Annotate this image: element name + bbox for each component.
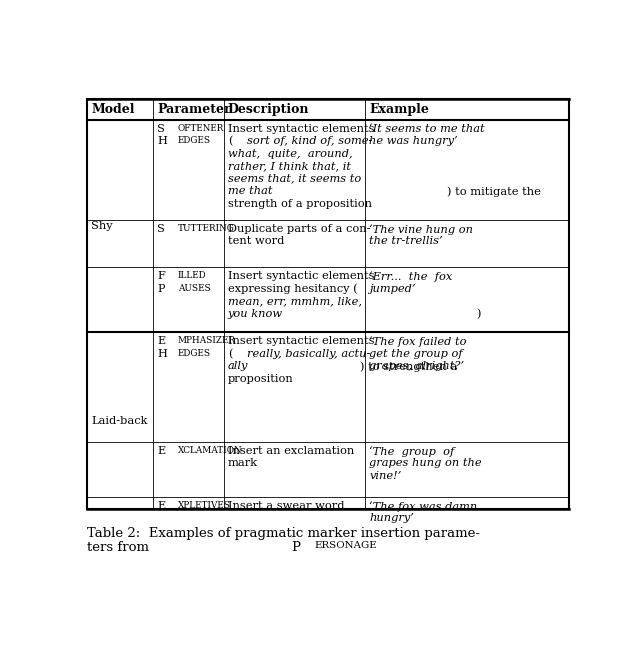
Text: Model: Model	[92, 102, 135, 116]
Text: P: P	[291, 540, 300, 553]
Text: TUTTERING: TUTTERING	[178, 224, 235, 233]
Text: ‘The fox failed to: ‘The fox failed to	[369, 336, 467, 347]
Text: Laid-back: Laid-back	[92, 416, 148, 426]
Text: Insert a swear word: Insert a swear word	[228, 501, 344, 511]
Text: Duplicate parts of a con-: Duplicate parts of a con-	[228, 224, 371, 234]
Text: S: S	[157, 124, 165, 133]
Text: Insert syntactic elements: Insert syntactic elements	[228, 336, 374, 346]
Text: sort of, kind of, some-: sort of, kind of, some-	[246, 136, 372, 146]
Text: XPLETIVES: XPLETIVES	[178, 501, 231, 510]
Text: (: (	[228, 349, 232, 359]
Text: the tr-trellis’: the tr-trellis’	[369, 237, 443, 246]
Text: vine!’: vine!’	[369, 471, 401, 481]
Text: ters from: ters from	[88, 540, 154, 553]
Text: XCLAMATION: XCLAMATION	[178, 446, 243, 455]
Text: really, basically, actu-: really, basically, actu-	[246, 349, 370, 359]
Text: jumped’: jumped’	[369, 284, 415, 294]
Text: hungry’: hungry’	[369, 513, 414, 524]
Text: E: E	[157, 501, 166, 511]
Text: me that: me that	[228, 186, 272, 196]
Text: H: H	[157, 349, 167, 359]
Text: H: H	[157, 136, 167, 146]
Text: tent word: tent word	[228, 237, 284, 246]
Text: (: (	[228, 136, 232, 146]
Text: ally: ally	[228, 361, 248, 371]
Text: Parameter: Parameter	[157, 102, 231, 116]
Text: ‘Err...  the  fox: ‘Err... the fox	[369, 272, 452, 282]
Text: proposition: proposition	[228, 374, 294, 384]
Text: strength of a proposition: strength of a proposition	[228, 198, 372, 209]
Text: Table 2:  Examples of pragmatic marker insertion parame-: Table 2: Examples of pragmatic marker in…	[88, 527, 481, 540]
Text: ) to mitigate the: ) to mitigate the	[447, 186, 541, 196]
Text: Description: Description	[228, 102, 309, 116]
Text: he was hungry’: he was hungry’	[369, 136, 458, 146]
Text: Shy: Shy	[92, 221, 113, 231]
Text: seems that, it seems to: seems that, it seems to	[228, 174, 361, 183]
Text: ‘The  group  of: ‘The group of	[369, 446, 454, 457]
Text: ILLED: ILLED	[178, 272, 207, 281]
Text: E: E	[157, 446, 166, 456]
Text: grapes hung on the: grapes hung on the	[369, 459, 482, 469]
Text: Insert syntactic elements: Insert syntactic elements	[228, 272, 374, 281]
Text: ‘The fox was damn: ‘The fox was damn	[369, 501, 477, 512]
Text: ): )	[477, 309, 481, 319]
Text: F: F	[157, 272, 165, 281]
Text: grapes, alright?’: grapes, alright?’	[369, 361, 464, 371]
Text: mean, err, mmhm, like,: mean, err, mmhm, like,	[228, 296, 362, 307]
Text: expressing hesitancy (: expressing hesitancy (	[228, 284, 357, 294]
Text: S: S	[157, 224, 165, 234]
Text: what,  quite,  around,: what, quite, around,	[228, 148, 353, 159]
Text: EDGES: EDGES	[178, 136, 211, 145]
Text: you know: you know	[228, 309, 283, 319]
Text: OFTENER: OFTENER	[178, 124, 224, 133]
Text: ‘The vine hung on: ‘The vine hung on	[369, 224, 473, 235]
Text: rather, I think that, it: rather, I think that, it	[228, 161, 351, 171]
Text: ERSONAGE: ERSONAGE	[315, 540, 378, 550]
Text: MPHASIZER: MPHASIZER	[178, 336, 236, 345]
Text: EDGES: EDGES	[178, 349, 211, 358]
Text: Insert an exclamation: Insert an exclamation	[228, 446, 354, 456]
Text: E: E	[157, 336, 166, 346]
Text: Example: Example	[369, 102, 429, 116]
Text: ) to strengthen a: ) to strengthen a	[360, 361, 457, 372]
Text: AUSES: AUSES	[178, 284, 211, 293]
Text: mark: mark	[228, 459, 258, 469]
Bar	[88, 98, 568, 509]
Text: ‘It seems to me that: ‘It seems to me that	[369, 124, 484, 133]
Text: P: P	[157, 284, 165, 294]
Text: Insert syntactic elements: Insert syntactic elements	[228, 124, 374, 133]
Text: get the group of: get the group of	[369, 349, 463, 359]
